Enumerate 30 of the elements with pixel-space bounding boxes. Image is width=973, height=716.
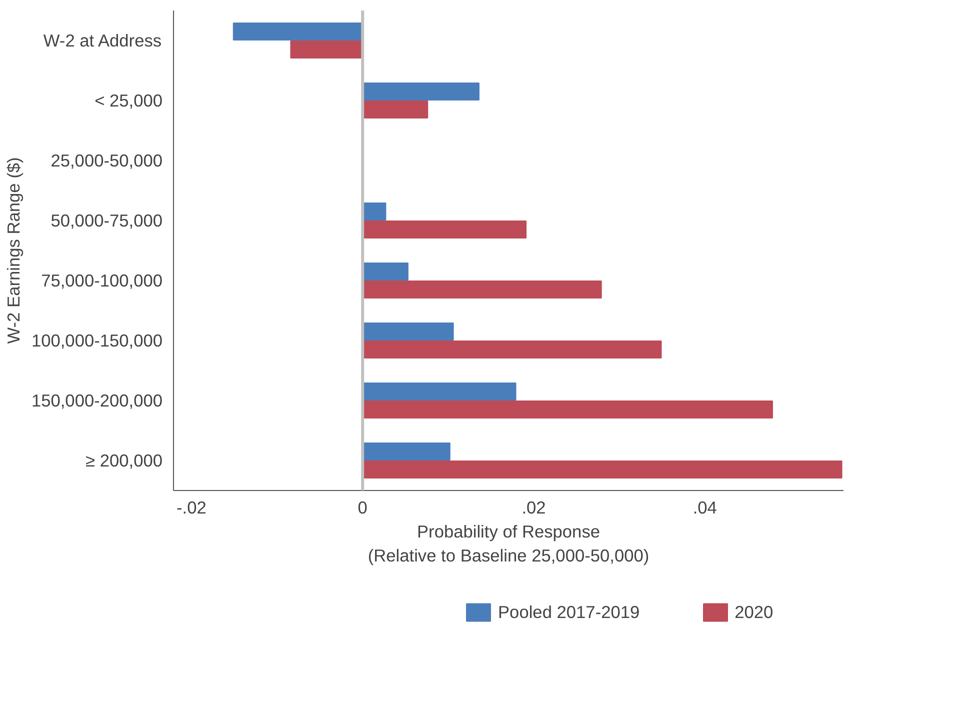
x-tick-label: -.02 [176,498,206,518]
bar [362,382,516,401]
bar [232,22,364,41]
x-axis-title: Probability of Response (Relative to Baseline 25,000-50,000) [368,522,650,566]
y-tick-label: < 25,000 [94,90,163,110]
y-tick-label: 100,000-150,000 [31,330,163,350]
bar [362,262,408,281]
y-tick-label: 150,000-200,000 [31,390,163,410]
bar [362,82,480,101]
legend-label: Pooled 2017-2019 [498,602,640,622]
bar [362,340,662,359]
x-tick-label: 0 [358,498,368,518]
bar [362,100,428,119]
bar [362,220,527,239]
bar [362,460,842,479]
y-axis-title: W-2 Earnings Range ($) [3,157,24,344]
bar [362,442,450,461]
bar [362,202,386,221]
bar [362,322,454,341]
x-tick-label: .04 [692,498,718,518]
bar [290,40,364,59]
bar [362,280,602,299]
y-tick-label: 25,000-50,000 [50,150,163,170]
bar [362,400,773,419]
x-tick-label: .02 [522,498,546,518]
y-tick-label: W-2 at Address [43,30,162,50]
y-tick-label: 50,000-75,000 [50,210,163,230]
y-tick-label: ≥ 200,000 [86,450,163,470]
y-tick-label: 75,000-100,000 [41,270,163,290]
legend-label: 2020 [734,602,774,622]
